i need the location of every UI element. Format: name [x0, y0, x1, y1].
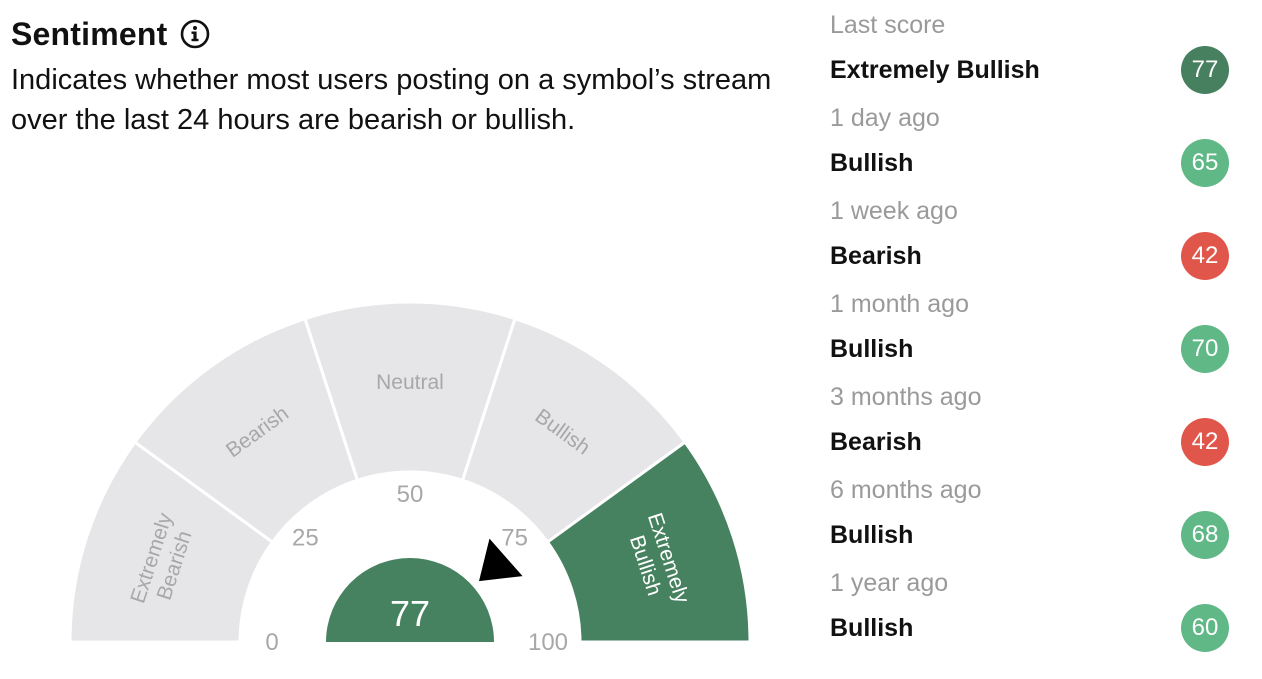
info-icon[interactable]: [180, 19, 210, 49]
history-score-badge: 42: [1181, 418, 1229, 466]
history-item: 1 day ago Bullish 65: [830, 101, 1240, 194]
history-item: 1 year ago Bullish 60: [830, 566, 1240, 659]
history-sentiment-label: Bearish: [830, 428, 922, 456]
gauge-segment: [545, 440, 752, 644]
history-sentiment-label: Extremely Bullish: [830, 56, 1040, 84]
score-history-list: Last score Extremely Bullish 77 1 day ago Bu…: [830, 8, 1240, 659]
history-score-badge: 68: [1181, 511, 1229, 559]
history-item: 1 month ago Bullish 70: [830, 287, 1240, 380]
history-sentiment-label: Bullish: [830, 149, 914, 177]
page-title: Sentiment: [11, 15, 168, 52]
gauge-tick-label: 25: [292, 524, 319, 551]
gauge-needle: [479, 538, 523, 582]
history-score-badge: 65: [1181, 139, 1229, 187]
gauge-svg: ExtremelyBearishBearishNeutralBullishExt…: [68, 300, 752, 656]
history-period: 1 day ago: [830, 104, 940, 132]
history-score-badge: 42: [1181, 232, 1229, 280]
history-period: 1 year ago: [830, 569, 949, 597]
history-item: Last score Extremely Bullish 77: [830, 8, 1240, 101]
gauge-tick-label: 100: [528, 629, 568, 656]
gauge-score-value: 77: [390, 593, 430, 634]
history-item: 6 months ago Bullish 68: [830, 473, 1240, 566]
history-score-badge: 60: [1181, 604, 1229, 652]
history-period: Last score: [830, 11, 946, 39]
history-sentiment-label: Bearish: [830, 242, 922, 270]
history-period: 1 month ago: [830, 290, 969, 318]
title-row: Sentiment: [11, 12, 210, 56]
history-period: 1 week ago: [830, 197, 958, 225]
gauge-tick-label: 75: [501, 524, 528, 551]
history-score-badge: 70: [1181, 325, 1229, 373]
sentiment-description: Indicates whether most users posting on …: [11, 64, 772, 136]
history-period: 3 months ago: [830, 383, 982, 411]
gauge-score-circle: [326, 558, 494, 642]
history-sentiment-label: Bullish: [830, 521, 914, 549]
gauge-segment-label: Neutral: [376, 371, 444, 394]
history-sentiment-label: Bullish: [830, 614, 914, 642]
history-item: 1 week ago Bearish 42: [830, 194, 1240, 287]
history-item: 3 months ago Bearish 42: [830, 380, 1240, 473]
history-score-badge: 77: [1181, 46, 1229, 94]
history-sentiment-label: Bullish: [830, 335, 914, 363]
sentiment-gauge: ExtremelyBearish Bearish Neutral Bullish Ext…: [0, 300, 820, 674]
gauge-tick-label: 0: [265, 629, 278, 656]
history-period: 6 months ago: [830, 476, 982, 504]
gauge-tick-label: 50: [397, 481, 424, 508]
